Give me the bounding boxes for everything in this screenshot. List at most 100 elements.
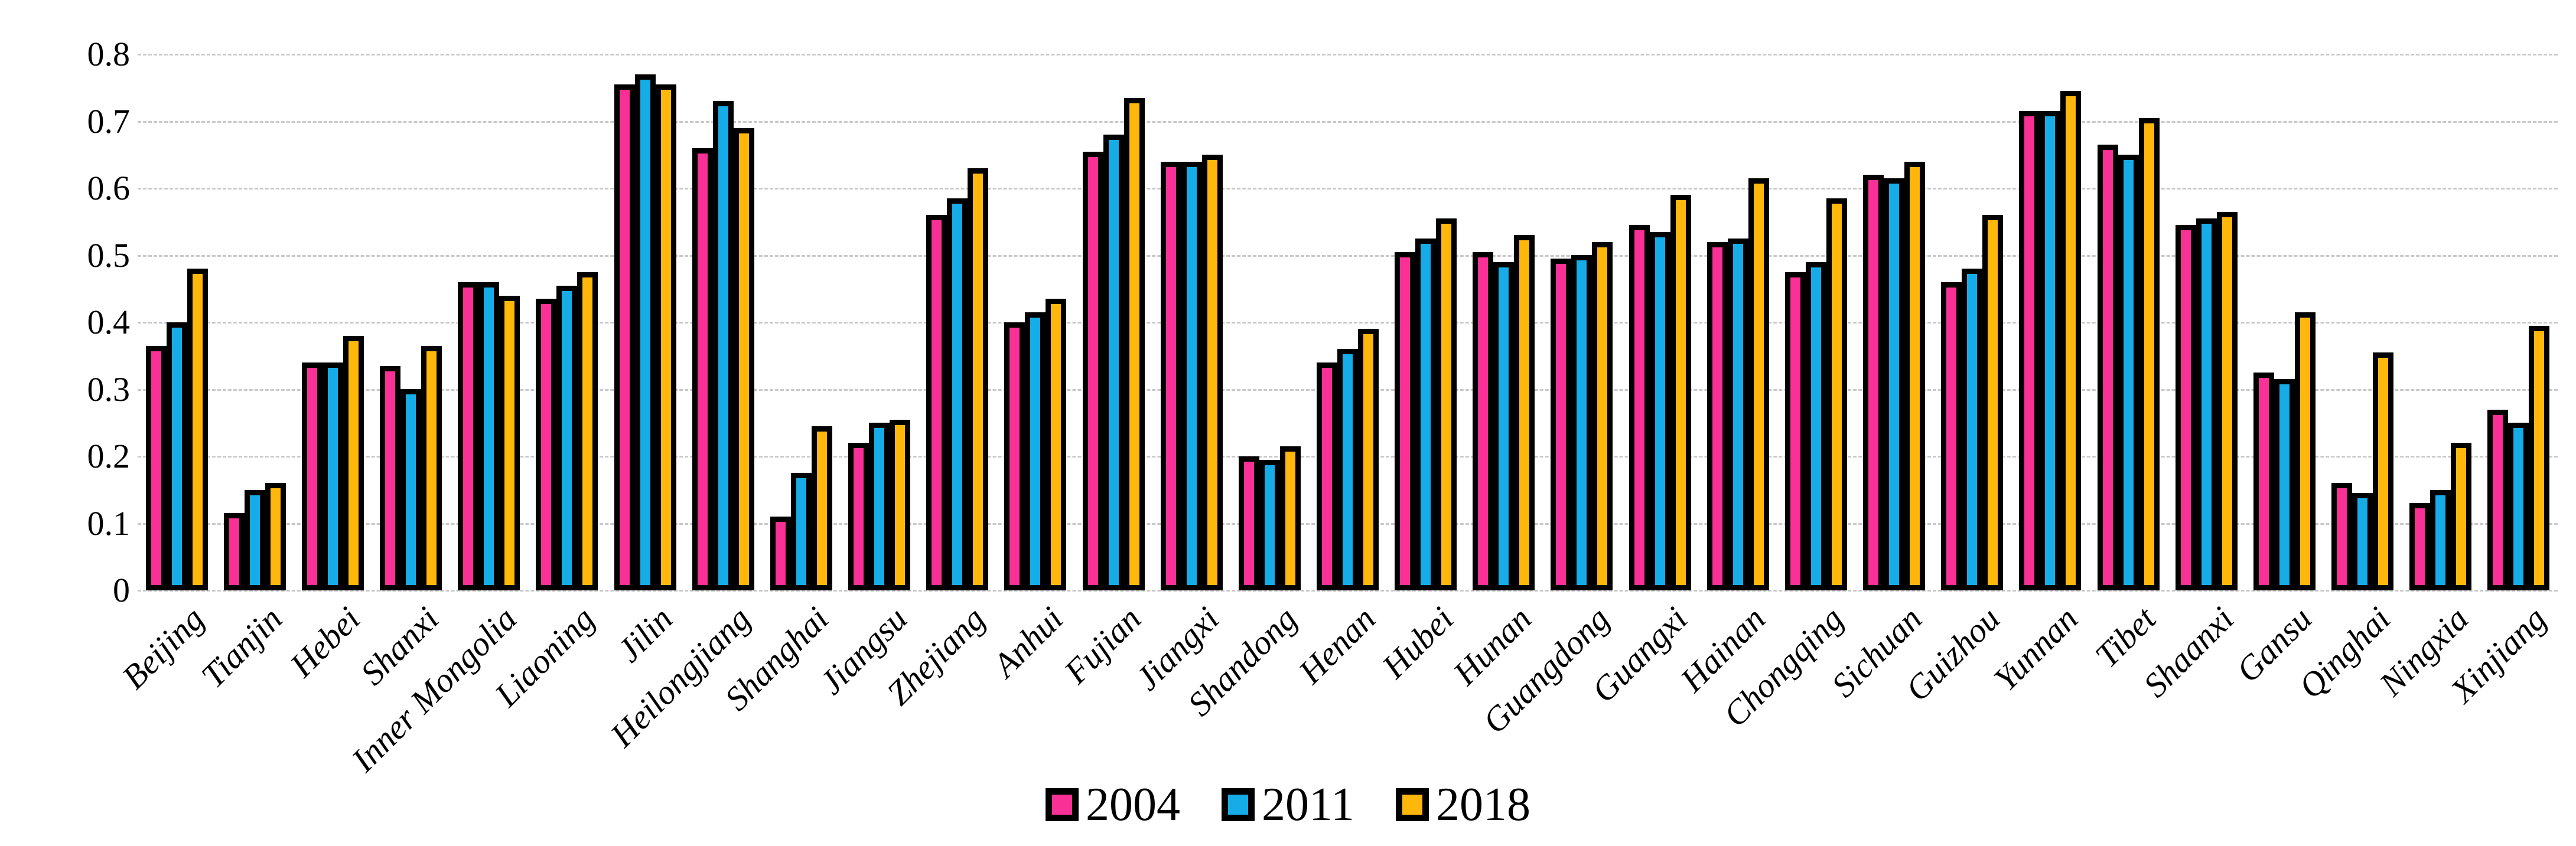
bar-ningxia-2011: [2430, 490, 2451, 590]
bar-jilin-2018: [656, 84, 676, 590]
bar-anhui-2011: [1025, 312, 1046, 590]
bar-guangdong-2018: [1592, 242, 1613, 590]
bar-zhejiang-2018: [968, 168, 988, 590]
legend-item-2011: 2011: [1221, 781, 1354, 828]
bar-qinghai-2004: [2331, 483, 2352, 590]
bar-xinjiang-2018: [2529, 326, 2549, 590]
y-axis-tick-label: 0.6: [87, 169, 131, 207]
bar-hebei-2004: [302, 362, 323, 590]
bar-shaanxi-2011: [2196, 218, 2217, 590]
bar-jiangsu-2011: [869, 423, 890, 590]
bar-shanxi-2011: [400, 389, 421, 590]
bar-hainan-2018: [1748, 178, 1769, 590]
bar-guangxi-2004: [1629, 225, 1650, 590]
bar-beijing-2004: [146, 346, 167, 590]
bar-jiangxi-2011: [1181, 162, 1202, 590]
bar-zhejiang-2011: [947, 198, 968, 590]
bar-sichuan-2018: [1904, 162, 1925, 590]
gridline: [138, 188, 2558, 190]
gridline: [138, 54, 2558, 55]
bar-yunnan-2018: [2060, 91, 2081, 590]
bar-xinjiang-2011: [2508, 423, 2529, 590]
bar-ningxia-2004: [2409, 503, 2430, 590]
bar-shandong-2004: [1239, 456, 1259, 590]
y-axis-tick-label: 0.3: [87, 370, 131, 409]
bar-gansu-2018: [2295, 312, 2316, 590]
bar-chongqing-2004: [1785, 272, 1806, 590]
y-axis-tick-label: 0.4: [87, 303, 131, 341]
bar-qinghai-2018: [2373, 352, 2393, 590]
bar-tianjin-2011: [245, 490, 265, 590]
bar-liaoning-2011: [556, 286, 577, 590]
bar-hunan-2011: [1493, 262, 1514, 590]
bar-heilongjiang-2011: [713, 101, 734, 590]
bar-tibet-2018: [2139, 118, 2160, 590]
bar-anhui-2004: [1004, 322, 1025, 590]
y-axis-tick-label: 0.7: [87, 102, 131, 141]
legend-swatch-icon: [1045, 788, 1079, 821]
bar-inner-mongolia-2018: [499, 296, 520, 590]
bar-liaoning-2004: [536, 299, 556, 590]
x-axis-label-jilin: Jilin: [610, 599, 680, 670]
bar-chongqing-2018: [1826, 198, 1847, 590]
bar-jilin-2004: [614, 84, 635, 590]
bar-hebei-2018: [343, 336, 364, 590]
x-axis-label-hebei: Hebei: [282, 599, 368, 685]
bar-shanxi-2004: [380, 366, 400, 590]
legend-swatch-icon: [1396, 788, 1429, 821]
bar-guangdong-2011: [1571, 255, 1592, 590]
bar-hubei-2018: [1436, 218, 1457, 590]
bar-henan-2004: [1317, 362, 1337, 590]
x-axis-label-henan: Henan: [1291, 599, 1383, 691]
bar-guizhou-2004: [1941, 282, 1962, 590]
gridline: [138, 322, 2558, 324]
bar-inner-mongolia-2011: [478, 282, 499, 590]
bar-sichuan-2004: [1863, 175, 1884, 590]
bar-inner-mongolia-2004: [458, 282, 478, 590]
bar-guizhou-2011: [1962, 269, 1982, 590]
gridline: [138, 590, 2558, 592]
bar-shandong-2011: [1259, 460, 1280, 590]
bar-shanxi-2018: [421, 346, 442, 590]
bar-fujian-2011: [1103, 135, 1124, 590]
y-axis-tick-label: 0: [113, 571, 130, 609]
bar-xinjiang-2004: [2487, 410, 2508, 590]
bar-shanghai-2011: [791, 473, 812, 590]
bar-tianjin-2004: [224, 513, 245, 590]
bar-guangxi-2011: [1650, 232, 1670, 590]
bar-hainan-2011: [1728, 239, 1748, 590]
bar-shaanxi-2018: [2217, 212, 2238, 590]
bar-hebei-2011: [323, 362, 343, 590]
bar-fujian-2004: [1083, 152, 1103, 590]
bar-hubei-2004: [1395, 252, 1415, 590]
legend-swatch-icon: [1221, 788, 1255, 821]
bar-shandong-2018: [1280, 446, 1301, 590]
y-axis-tick-label: 0.1: [87, 504, 131, 543]
legend-label: 2004: [1085, 779, 1180, 831]
bar-guangdong-2004: [1551, 259, 1571, 590]
y-axis-tick-label: 0.8: [87, 35, 131, 73]
bar-yunnan-2004: [2019, 111, 2040, 590]
gridline: [138, 254, 2558, 257]
bar-jiangxi-2018: [1202, 155, 1223, 590]
bar-beijing-2011: [167, 322, 187, 590]
bar-gansu-2011: [2274, 379, 2295, 590]
y-axis-tick-label: 0.2: [87, 437, 131, 475]
bar-jiangxi-2004: [1161, 162, 1181, 590]
bar-tibet-2011: [2118, 155, 2139, 590]
bar-hubei-2011: [1415, 239, 1436, 590]
bar-heilongjiang-2018: [734, 128, 754, 590]
bar-hunan-2018: [1514, 235, 1535, 590]
bar-guangxi-2018: [1670, 195, 1691, 590]
bar-shanghai-2018: [812, 426, 832, 590]
bar-jiangsu-2018: [890, 420, 910, 590]
bar-anhui-2018: [1046, 299, 1066, 590]
bar-zhejiang-2004: [926, 215, 947, 590]
x-axis-label-hubei: Hubei: [1374, 599, 1461, 686]
bar-henan-2018: [1358, 329, 1379, 590]
bar-guizhou-2018: [1982, 215, 2003, 590]
bar-shaanxi-2004: [2176, 225, 2196, 590]
bar-fujian-2018: [1124, 98, 1145, 590]
legend-item-2004: 2004: [1045, 779, 1180, 831]
